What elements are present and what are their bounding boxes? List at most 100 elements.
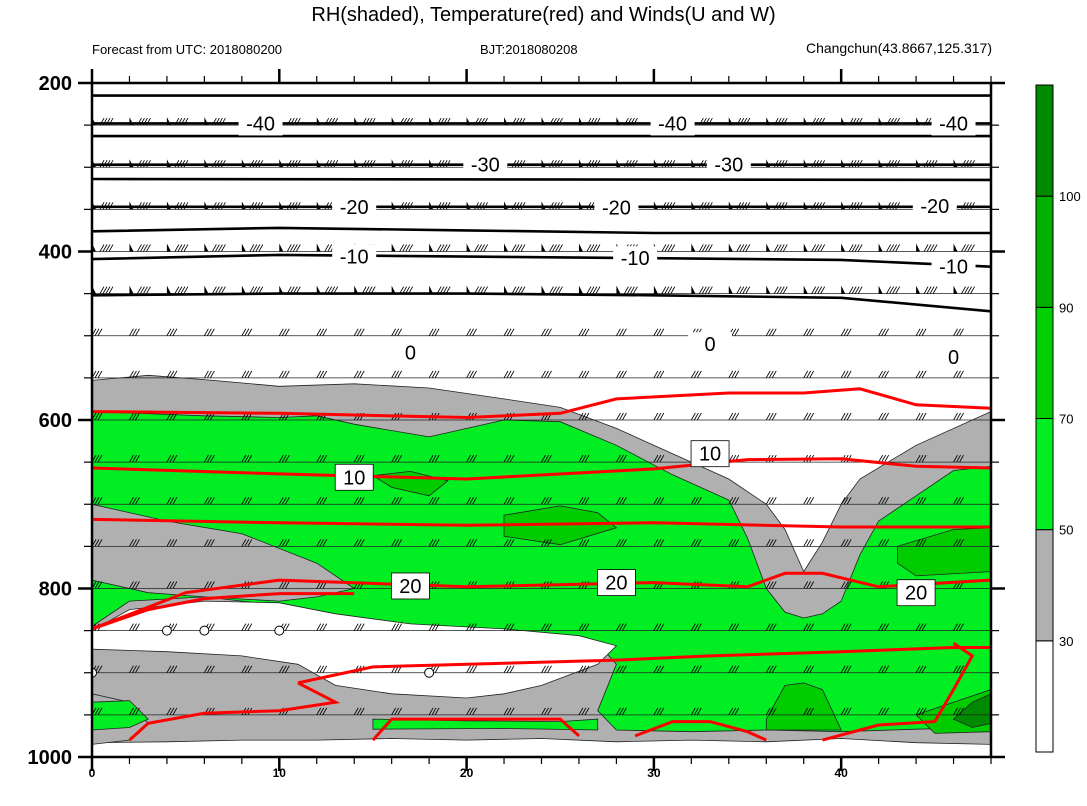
wind-barb [129, 581, 140, 589]
wind-flag [429, 243, 434, 252]
wind-barb [923, 244, 938, 252]
wind-barb [803, 328, 815, 336]
wind-flag [129, 243, 134, 252]
wind-barb [466, 328, 477, 336]
wind-barb [391, 328, 403, 336]
y-tick-label: 200 [39, 73, 72, 95]
wind-barb [278, 328, 290, 336]
wind-barb [391, 623, 403, 631]
wind-barb [361, 286, 376, 294]
isotherm-label: -10 [340, 247, 369, 269]
wind-flag [578, 201, 583, 210]
wind-barb [316, 665, 328, 673]
wind-barb [428, 454, 440, 463]
rh-dark-green-blob [952, 693, 991, 728]
wind-barb [773, 117, 788, 126]
wind-barb [736, 244, 751, 252]
wind-flag [204, 243, 209, 252]
wind-barb [999, 202, 1012, 209]
wind-barb [391, 539, 403, 547]
wind-barb [541, 707, 552, 716]
wind-barb [466, 497, 477, 505]
wind-barb [990, 629, 991, 631]
wind-barb [129, 328, 140, 336]
wind-barb [915, 328, 927, 336]
isotherm-label-bg [931, 254, 976, 279]
wind-flag [466, 285, 471, 294]
wind-barb [773, 244, 788, 252]
wind-flag [316, 285, 321, 294]
wind-barb [886, 244, 900, 252]
wind-barb [399, 117, 414, 126]
wind-barb [503, 328, 515, 336]
wind-flag [391, 285, 396, 294]
wind-barb [166, 665, 178, 673]
wind-barb [653, 707, 665, 716]
wind-barb [765, 707, 777, 716]
wind-barb [428, 328, 440, 336]
wind-barb [541, 539, 552, 547]
wind-flag [541, 285, 546, 294]
wind-barb [361, 117, 376, 126]
wind-barb [578, 370, 590, 379]
wind-barb [511, 286, 526, 294]
wind-flag [728, 285, 733, 294]
wind-barb [878, 370, 889, 379]
isotherm-label-bg [896, 579, 936, 607]
wind-barb [129, 539, 140, 547]
wind-flag [841, 285, 846, 294]
wind-barb [241, 370, 253, 379]
wind-barb [811, 244, 826, 252]
wind-barb [878, 539, 889, 547]
wind-barb [316, 539, 328, 547]
wind-barb [129, 497, 140, 505]
colorbar-segment [1035, 195, 1054, 308]
isotherm-label-bg [931, 111, 976, 136]
wind-barb [466, 539, 477, 547]
wind-barb [953, 665, 964, 673]
wind-barb [653, 623, 665, 631]
isotherm-label: -30 [714, 155, 743, 177]
wind-barb [503, 623, 515, 631]
wind-barb [915, 623, 927, 631]
wind-flag [691, 201, 696, 210]
colorbar-label: 50 [1059, 523, 1073, 538]
wind-barb [166, 581, 178, 589]
isotherm-label: 20 [399, 576, 421, 598]
wind-flag [429, 285, 434, 294]
wind-barb [765, 539, 777, 547]
wind-barb [129, 623, 140, 631]
wind-barb [616, 328, 627, 336]
wind-barb [503, 665, 515, 673]
wind-barb [915, 370, 927, 379]
calm-wind-marker [424, 667, 435, 678]
wind-barb [878, 497, 889, 505]
wind-barb [698, 244, 713, 252]
wind-barb [137, 244, 151, 252]
wind-flag [953, 285, 958, 294]
wind-barb [204, 370, 215, 379]
wind-barb [549, 286, 563, 294]
y-tick-label: 1000 [28, 747, 73, 769]
y-tick-label: 800 [39, 579, 72, 601]
isotherm-label-bg [613, 246, 658, 271]
wind-barb [915, 412, 927, 421]
chart-title: RH(shaded), Temperature(red) and Winds(U… [311, 4, 776, 26]
wind-barb [698, 117, 713, 126]
isotherm-black [92, 226, 991, 235]
wind-flag [354, 159, 359, 168]
wind-barb [953, 623, 964, 631]
wind-barb [353, 707, 365, 716]
calm-wind-marker [199, 625, 210, 636]
wind-barb [690, 665, 702, 673]
wind-barb [840, 707, 852, 716]
wind-flag [803, 201, 808, 210]
wind-barb [653, 665, 665, 673]
isotherm-label-bg [332, 194, 377, 219]
wind-barb [765, 581, 777, 589]
isotherm-label-bg [388, 340, 433, 365]
x-tick-label: 40 [834, 766, 848, 780]
wind-barb [961, 244, 975, 252]
wind-barb [616, 497, 627, 505]
